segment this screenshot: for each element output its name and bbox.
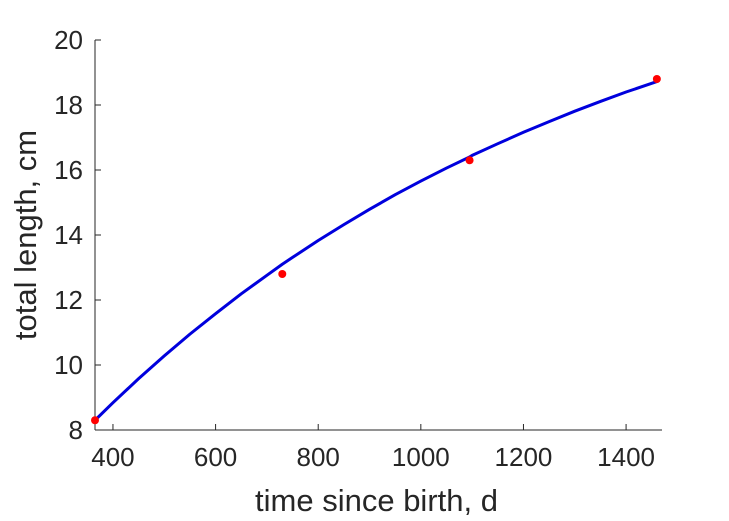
data-point [652,75,661,83]
x-tick-label: 1000 [392,442,450,472]
y-tick-label: 10 [54,350,83,380]
x-axis-label: time since birth, d [255,483,498,518]
plot-area [91,75,661,425]
y-tick-label: 16 [54,155,83,185]
y-tick-label: 14 [54,220,83,250]
fit-curve-line [93,80,659,422]
x-tick-label: 1400 [597,442,655,472]
ticks: 400 600 800 1000 1200 1400 8 10 12 14 16 18 20 [54,25,655,472]
x-tick-label: 400 [91,442,134,472]
data-point [465,156,474,165]
y-tick-label: 18 [54,90,83,120]
x-tick-label: 1200 [495,442,553,472]
y-tick-label: 12 [54,285,83,315]
axes [94,40,662,431]
y-tick-label: 20 [54,25,83,55]
x-tick-label: 800 [297,442,340,472]
y-axis-label: total length, cm [8,130,43,340]
data-point [91,416,99,425]
y-tick-label: 8 [69,415,83,445]
x-tick-label: 600 [194,442,237,472]
data-point [278,270,287,278]
